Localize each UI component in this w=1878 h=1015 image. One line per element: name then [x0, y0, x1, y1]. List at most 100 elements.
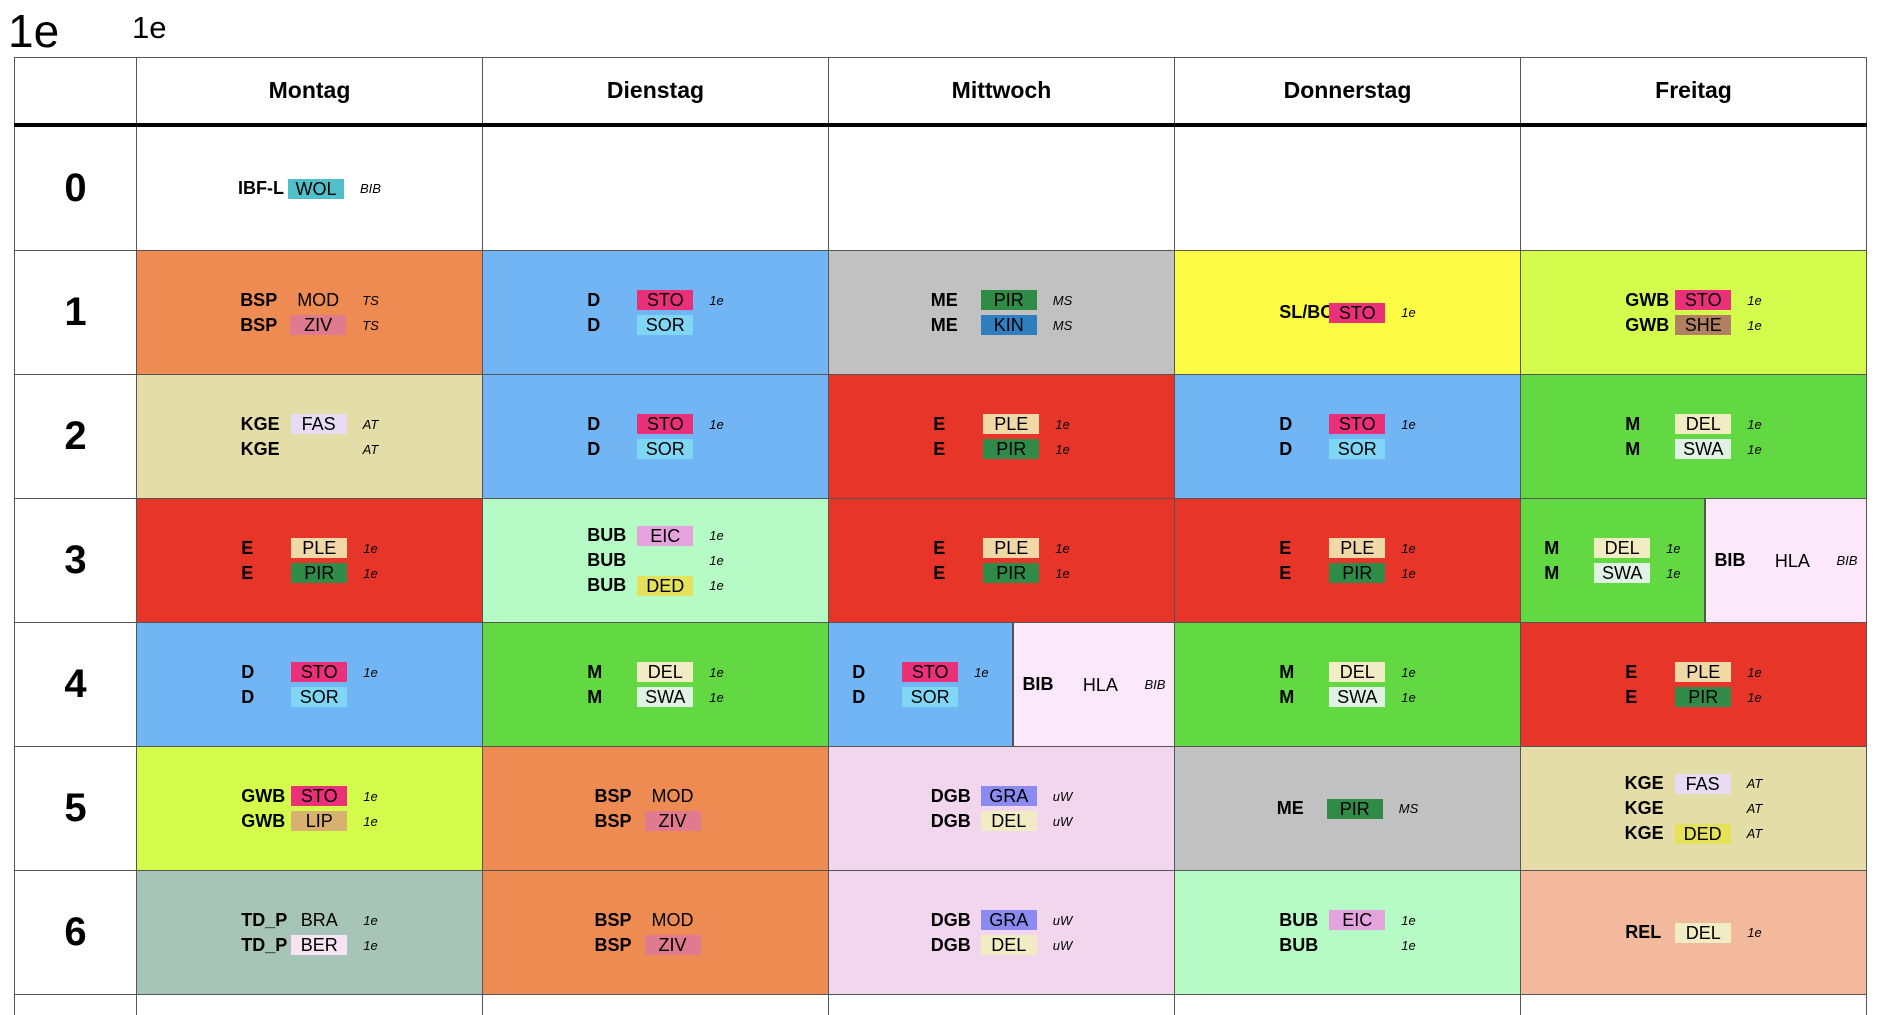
room-code: 1e	[363, 566, 377, 581]
period-number: 6	[15, 871, 137, 995]
teacher-code: FAS	[291, 414, 347, 434]
room-code: TS	[362, 318, 379, 333]
subject-code: D	[241, 687, 291, 708]
subject-code: M	[1544, 563, 1594, 584]
teacher-code: DED	[1675, 824, 1731, 844]
subject-code: D	[587, 414, 637, 435]
subject-code: TD_P	[241, 910, 291, 931]
lesson-cell[interactable]	[829, 127, 1174, 250]
lesson-cell[interactable]	[483, 127, 828, 250]
subject-code: BSP	[595, 786, 645, 807]
subject-code: KGE	[1625, 798, 1675, 819]
room-code: 1e	[1401, 665, 1415, 680]
room-code: 1e	[1401, 913, 1415, 928]
lesson-cell[interactable]	[1175, 127, 1520, 250]
room-code: 1e	[1055, 442, 1069, 457]
subject-code: GWB	[1625, 290, 1675, 311]
subject-code: TD_P	[241, 935, 291, 956]
teacher-code	[1675, 799, 1731, 819]
subject-code: DGB	[931, 935, 981, 956]
timetable-slot-empty	[1175, 995, 1521, 1015]
teacher-code: SWA	[1594, 563, 1650, 583]
teacher-code: HLA	[1072, 675, 1128, 695]
teacher-code: PLE	[983, 538, 1039, 558]
subject-code: BSP	[595, 935, 645, 956]
period-number: 1	[15, 251, 137, 375]
class-title-small: 1e	[132, 10, 166, 46]
subject-code: E	[933, 563, 983, 584]
subject-code: E	[241, 563, 291, 584]
room-code: 1e	[363, 789, 377, 804]
subject-code: SL/BO	[1279, 302, 1329, 323]
lesson-cell[interactable]	[1521, 127, 1866, 250]
room-code: 1e	[709, 553, 723, 568]
subject-code: E	[1625, 687, 1675, 708]
teacher-code: STO	[1329, 303, 1385, 323]
teacher-code: PIR	[981, 290, 1037, 310]
subject-code: M	[1279, 687, 1329, 708]
subject-code: ME	[1277, 798, 1327, 819]
subject-code: ME	[931, 290, 981, 311]
teacher-code: STO	[291, 662, 347, 682]
teacher-code: PIR	[1329, 563, 1385, 583]
teacher-code: LIP	[291, 811, 347, 831]
